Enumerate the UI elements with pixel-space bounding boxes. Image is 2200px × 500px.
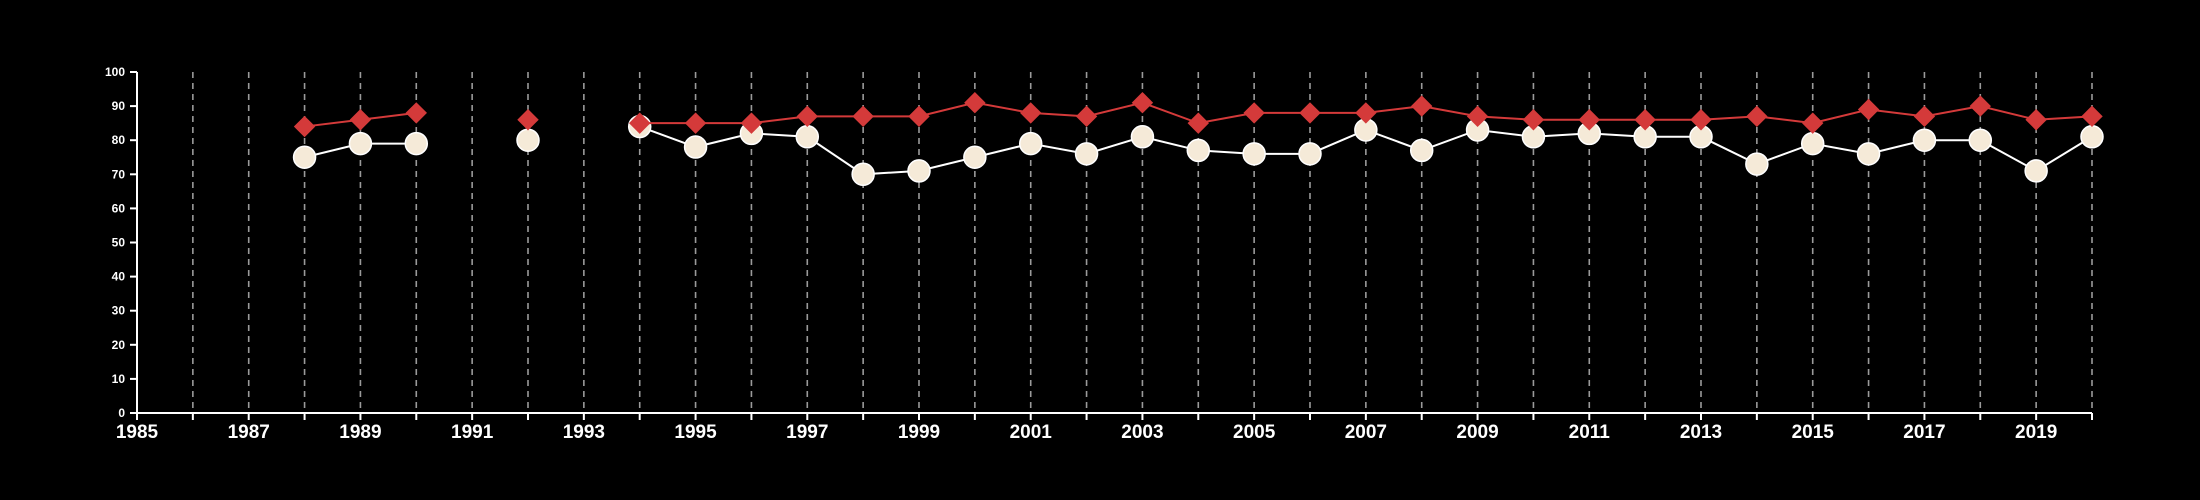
x-tick-label: 1995 — [674, 422, 717, 443]
data-point-circle — [1186, 138, 1211, 163]
data-point-circle — [292, 145, 317, 169]
data-point-diamond — [1913, 105, 1936, 128]
series-diamond — [293, 91, 2103, 138]
data-point-circle — [683, 135, 708, 159]
x-tick-label: 2013 — [1680, 422, 1722, 443]
data-point-diamond — [908, 105, 930, 128]
data-point-diamond — [1411, 95, 1433, 117]
data-point-circle — [404, 131, 429, 156]
x-tick-label: 1987 — [228, 422, 270, 443]
data-point-diamond — [1690, 109, 1712, 131]
data-point-circle — [795, 125, 820, 149]
x-tick-label: 2019 — [2015, 422, 2057, 443]
data-point-diamond — [1746, 105, 1768, 128]
x-tick-label: 2007 — [1345, 422, 1387, 443]
data-point-circle — [851, 162, 875, 187]
data-point-diamond — [964, 91, 986, 114]
x-tick-label: 1989 — [339, 422, 381, 443]
data-point-diamond — [1802, 112, 1824, 134]
y-tick-label: 70 — [112, 167, 126, 181]
y-tick-label: 30 — [112, 304, 126, 318]
data-point-circle — [907, 159, 931, 183]
data-point-circle — [1298, 142, 1322, 166]
data-point-circle — [1800, 131, 1825, 156]
x-tick-label: 2003 — [1121, 422, 1163, 443]
data-point-diamond — [796, 105, 818, 128]
data-point-circle — [1856, 142, 1881, 166]
x-tick-label: 2009 — [1456, 422, 1498, 443]
y-tick-label: 0 — [118, 406, 125, 420]
data-point-circle — [348, 131, 373, 156]
y-tick-label: 80 — [112, 133, 126, 147]
data-point-diamond — [1578, 109, 1600, 131]
data-point-diamond — [1466, 105, 1489, 128]
axes: 0 10 20 30 40 50 60 70 80 90 100 1985 1987 1989 1991 19… — [105, 65, 2093, 443]
data-point-circle — [1242, 142, 1266, 166]
data-point-diamond — [1187, 112, 1209, 134]
data-point-diamond — [1299, 102, 1321, 124]
data-point-circle — [1745, 152, 1769, 176]
data-point-diamond — [1131, 91, 1154, 114]
y-tick-label: 50 — [112, 236, 126, 250]
x-tick-label: 2001 — [1010, 422, 1053, 443]
data-point-diamond — [1634, 109, 1656, 131]
y-tick-label: 100 — [105, 65, 125, 79]
series-circle — [292, 114, 2104, 187]
data-point-diamond — [852, 105, 874, 128]
x-tick-label: 1993 — [563, 422, 605, 443]
data-point-diamond — [1857, 98, 1880, 121]
x-tick-label: 2015 — [1792, 422, 1835, 443]
data-point-circle — [1074, 142, 1099, 166]
data-point-diamond — [1355, 102, 1377, 124]
data-point-circle — [1130, 125, 1155, 149]
data-point-circle — [963, 145, 987, 169]
data-point-diamond — [293, 115, 316, 138]
data-point-diamond — [1243, 102, 1265, 124]
y-tick-label: 20 — [112, 338, 126, 352]
data-point-circle — [2024, 159, 2048, 183]
x-tick-label: 1985 — [116, 422, 159, 443]
data-point-diamond — [517, 109, 539, 131]
data-point-diamond — [349, 109, 372, 131]
x-tick-label: 2011 — [1569, 422, 1611, 443]
x-tick-label: 2005 — [1233, 422, 1276, 443]
data-point-diamond — [684, 112, 707, 134]
data-point-diamond — [1075, 105, 1098, 128]
y-tick-label: 60 — [112, 201, 126, 215]
x-tick-label: 1999 — [898, 422, 940, 443]
data-point-circle — [516, 128, 540, 152]
data-point-diamond — [2025, 109, 2047, 131]
x-tick-label: 1997 — [786, 422, 828, 443]
data-point-diamond — [405, 102, 427, 124]
data-point-circle — [1409, 138, 1434, 163]
x-tick-label: 1991 — [451, 422, 494, 443]
series-layer — [292, 91, 2104, 187]
data-point-diamond — [1020, 102, 1042, 124]
data-point-circle — [1968, 128, 1993, 152]
y-tick-label: 90 — [112, 99, 126, 113]
data-point-diamond — [1522, 109, 1545, 131]
x-tick-label: 2017 — [1903, 422, 1945, 443]
y-tick-label: 40 — [112, 270, 126, 284]
data-point-diamond — [2081, 105, 2103, 128]
y-tick-label: 10 — [112, 372, 126, 386]
data-point-circle — [1912, 128, 1937, 152]
data-point-diamond — [740, 112, 763, 134]
data-point-circle — [2080, 125, 2104, 149]
data-point-diamond — [629, 112, 651, 134]
data-point-diamond — [1969, 95, 1991, 117]
data-point-circle — [1018, 131, 1043, 156]
